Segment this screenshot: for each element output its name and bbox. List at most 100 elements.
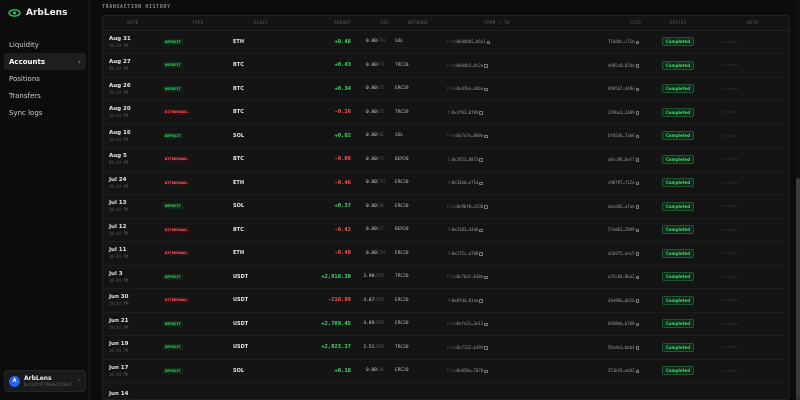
status-cell: Completed <box>641 335 715 360</box>
copy-icon[interactable] <box>635 322 639 326</box>
note-cell[interactable]: no notes <box>715 53 789 78</box>
copy-icon[interactable] <box>635 158 639 162</box>
scrollbar-thumb[interactable] <box>796 178 800 400</box>
copy-icon[interactable] <box>635 299 639 303</box>
table-row[interactable]: Aug 20 10:44 PM WITHDRAWAL BTC -0.26 0.00BTC T… <box>103 100 789 125</box>
date-text: Jul 12 <box>109 223 127 230</box>
copy-icon[interactable] <box>635 252 639 256</box>
type-cell: DEPOSIT <box>163 124 233 148</box>
section-title: TRANSACTION HISTORY <box>102 4 171 10</box>
asset-cell: SOL <box>233 124 289 148</box>
copy-icon[interactable] <box>635 275 639 279</box>
table-row[interactable]: Aug 31 10:44 PM DEPOSIT ETH +0.48 0.00ETH SOL F… <box>103 30 789 54</box>
col-asset[interactable]: ASSET <box>233 16 289 31</box>
note-cell[interactable]: no notes <box>715 312 789 336</box>
copy-icon[interactable] <box>479 111 483 115</box>
type-cell: WITHDRAWAL <box>163 288 233 313</box>
copy-icon[interactable] <box>479 158 483 162</box>
type-cell: WITHDRAWAL <box>163 218 233 242</box>
sidebar-item-liquidity[interactable]: Liquidity <box>4 36 86 53</box>
table-row[interactable]: Jun 30 10:44 PM WITHDRAWAL USDT -218.09 4.07U… <box>103 288 789 313</box>
note-cell[interactable]: no notes <box>715 241 789 266</box>
note-cell[interactable]: no notes <box>715 77 789 101</box>
copy-icon[interactable] <box>635 64 639 68</box>
col-from-to[interactable]: FROM / TO <box>447 16 547 31</box>
table-row[interactable]: Jul 11 10:44 PM WITHDRAWAL ETH -0.48 0.00ETH E… <box>103 241 789 266</box>
col-note[interactable]: NOTE <box>715 16 789 31</box>
note-cell[interactable]: no notes <box>715 100 789 125</box>
note-cell[interactable]: no notes <box>715 359 789 383</box>
table-row[interactable]: Jun 21 10:44 PM DEPOSIT USDT +2,789.45 4.09US… <box>103 312 789 336</box>
sidebar-item-sync-logs[interactable]: Sync logs <box>4 104 86 121</box>
note-cell[interactable]: no notes <box>715 218 789 242</box>
note-cell[interactable]: no notes <box>715 30 789 54</box>
note-cell[interactable]: no notes <box>715 124 789 148</box>
copy-icon[interactable] <box>635 205 639 209</box>
time-text: 10:44 PM <box>109 348 129 354</box>
copy-icon[interactable] <box>484 322 488 326</box>
table-row[interactable]: Jul 24 10:44 PM WITHDRAWAL ETH -0.46 0.00ETH E… <box>103 171 789 195</box>
table-row[interactable]: Jun 17 10:44 PM DEPOSIT SOL +0.18 0.00SOL ERC2… <box>103 359 789 383</box>
fee-unit: BTC <box>376 227 385 233</box>
note-cell[interactable]: no notes <box>715 194 789 219</box>
table-row[interactable]: Aug 27 08:44 PM DEPOSIT BTC +0.43 0.00BTC TRC2… <box>103 53 789 78</box>
copy-icon[interactable] <box>484 64 488 68</box>
table-row[interactable]: Jul 13 10:44 PM DEPOSIT SOL +0.37 0.00SOL ERC2… <box>103 194 789 219</box>
copy-icon[interactable] <box>635 228 639 232</box>
table-row[interactable]: Jun 19 10:44 PM DEPOSIT USDT +2,023.37 2.51US… <box>103 335 789 360</box>
note-cell[interactable]: no notes <box>715 335 789 360</box>
user-card[interactable]: A ArbLens 0x1a4fd7790e0c7a56ef ⌃ <box>4 370 86 392</box>
copy-icon[interactable] <box>635 181 639 185</box>
sidebar-item-accounts[interactable]: Accounts › <box>4 53 86 70</box>
col-status[interactable]: STATUS <box>641 16 715 31</box>
copy-icon[interactable] <box>479 299 483 303</box>
copy-icon[interactable] <box>635 111 639 115</box>
table-row[interactable]: Jul 3 10:44 PM DEPOSIT USDT +2,916.30 3.90USD… <box>103 265 789 289</box>
copy-icon[interactable] <box>484 87 488 91</box>
note-cell[interactable]: no notes <box>715 147 789 172</box>
scrollbar[interactable] <box>796 0 800 400</box>
time-text: 10:44 PM <box>109 371 129 377</box>
copy-icon[interactable] <box>486 40 491 44</box>
col-amount[interactable]: AMOUNT <box>289 16 351 31</box>
table-row[interactable]: Jul 12 10:44 PM WITHDRAWAL BTC -0.42 0.00BTC B… <box>103 218 789 242</box>
copy-icon[interactable] <box>479 252 483 256</box>
direction-label: From <box>447 274 457 280</box>
txid-text: e25cb9…8ba2 <box>608 274 635 280</box>
table-row[interactable]: Jun 14 <box>103 382 789 399</box>
table-row[interactable]: Aug 16 10:44 PM DEPOSIT SOL +0.02 0.00SOL SOL F… <box>103 124 789 148</box>
table-row[interactable]: Aug 26 10:44 PM DEPOSIT BTC +0.34 0.00BTC ERC2… <box>103 77 789 101</box>
copy-icon[interactable] <box>635 369 639 373</box>
copy-icon[interactable] <box>479 181 483 185</box>
txid-text: a8cc96…6ef7 <box>608 156 635 162</box>
copy-icon[interactable] <box>484 346 488 350</box>
col-date[interactable]: DATE <box>103 16 163 31</box>
copy-icon[interactable] <box>635 87 639 91</box>
copy-icon[interactable] <box>635 134 639 138</box>
copy-icon[interactable] <box>635 346 639 350</box>
fee-cell: 3.90USDT <box>351 265 389 289</box>
copy-icon[interactable] <box>484 369 488 373</box>
date-text: Jul 13 <box>109 200 127 207</box>
copy-icon[interactable] <box>479 228 483 232</box>
status-cell: Completed <box>641 359 715 383</box>
col-txid[interactable]: TXID <box>547 16 641 31</box>
table-row[interactable]: Aug 5 09:44 PM WITHDRAWAL BTC -0.06 0.00BTC BE… <box>103 147 789 172</box>
note-cell[interactable]: no notes <box>715 288 789 313</box>
type-cell: DEPOSIT <box>163 53 233 78</box>
brand[interactable]: ArbLens <box>8 8 67 18</box>
copy-icon[interactable] <box>484 134 488 138</box>
copy-icon[interactable] <box>484 275 488 279</box>
note-cell[interactable]: no notes <box>715 265 789 289</box>
note-cell[interactable] <box>715 382 789 399</box>
copy-icon[interactable] <box>635 40 639 44</box>
col-fee[interactable]: FEE <box>351 16 389 31</box>
address-text: 0x050a…7070 <box>456 368 484 374</box>
sidebar-item-transfers[interactable]: Transfers <box>4 87 86 104</box>
note-cell[interactable]: no notes <box>715 171 789 195</box>
col-network[interactable]: NETWORK <box>389 16 447 31</box>
col-type[interactable]: TYPE <box>163 16 233 31</box>
time-text: 10:44 PM <box>109 207 129 213</box>
copy-icon[interactable] <box>484 205 488 209</box>
sidebar-item-positions[interactable]: Positions <box>4 70 86 87</box>
